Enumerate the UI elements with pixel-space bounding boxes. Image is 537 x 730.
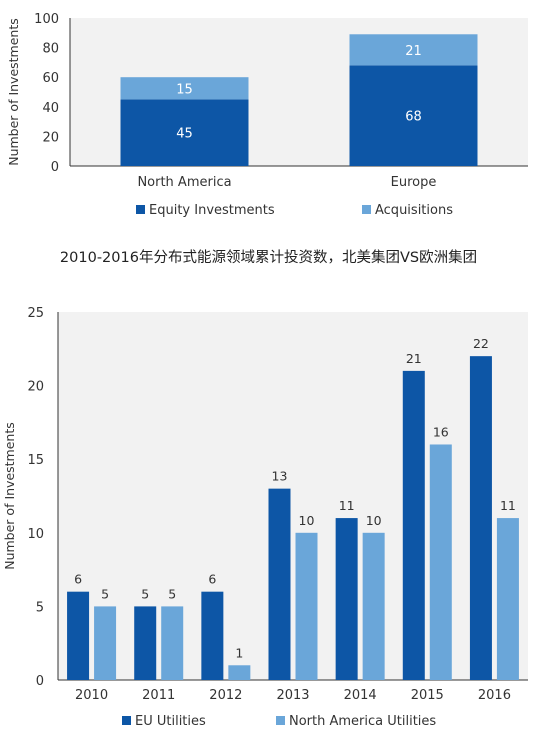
data-label: 5 xyxy=(168,586,176,601)
data-label: 13 xyxy=(272,469,288,484)
y-tick-label: 15 xyxy=(27,453,44,468)
y-tick-label: 20 xyxy=(42,130,59,145)
data-label: 6 xyxy=(74,572,82,587)
bar-eu-utilities xyxy=(269,489,291,680)
data-label: 45 xyxy=(176,127,193,142)
data-label: 21 xyxy=(406,351,422,366)
x-tick-label: 2016 xyxy=(478,688,511,703)
bar-eu-utilities xyxy=(470,356,492,680)
legend-swatch xyxy=(122,716,131,725)
bar-eu-utilities xyxy=(67,592,89,680)
data-label: 5 xyxy=(141,586,149,601)
y-axis-label: Number of Investments xyxy=(6,18,21,166)
y-tick-label: 100 xyxy=(34,12,59,27)
x-tick-label: 2013 xyxy=(276,688,309,703)
chart-title: 2010-2016年分布式能源领域累计投资数，北美集团VS欧洲集团 xyxy=(0,246,537,267)
bar-north-america-utilities xyxy=(363,533,385,680)
x-tick-label: 2010 xyxy=(75,688,108,703)
y-tick-label: 10 xyxy=(27,527,44,542)
data-label: 11 xyxy=(339,498,355,513)
legend-swatch xyxy=(276,716,285,725)
data-label: 68 xyxy=(405,110,422,125)
data-label: 10 xyxy=(366,513,382,528)
bar-eu-utilities xyxy=(134,606,156,680)
x-tick-label: North America xyxy=(137,175,231,190)
y-tick-label: 60 xyxy=(42,71,59,86)
bar-eu-utilities xyxy=(201,592,223,680)
y-tick-label: 25 xyxy=(27,306,44,321)
bar-eu-utilities xyxy=(403,371,425,680)
data-label: 5 xyxy=(101,586,109,601)
data-label: 15 xyxy=(176,82,193,97)
data-label: 22 xyxy=(473,336,489,351)
bar-north-america-utilities xyxy=(161,606,183,680)
bar-north-america-utilities xyxy=(430,444,452,680)
bar-eu-utilities xyxy=(336,518,358,680)
y-tick-label: 40 xyxy=(42,101,59,116)
data-label: 11 xyxy=(500,498,516,513)
y-tick-label: 0 xyxy=(36,674,44,689)
legend-label: Equity Investments xyxy=(149,203,275,218)
x-tick-label: 2012 xyxy=(209,688,242,703)
x-tick-label: 2015 xyxy=(411,688,444,703)
data-label: 21 xyxy=(405,44,422,59)
y-tick-label: 5 xyxy=(36,600,44,615)
plot-area xyxy=(58,312,528,680)
legend-label: EU Utilities xyxy=(135,714,206,729)
data-label: 6 xyxy=(208,572,216,587)
y-axis-label: Number of Investments xyxy=(2,422,17,570)
data-label: 16 xyxy=(433,424,449,439)
legend-label: North America Utilities xyxy=(289,714,436,729)
stacked-bar-chart: 0 20 40 60 80 100 Number of Investments 45 15 Nor… xyxy=(0,0,537,240)
legend-swatch xyxy=(136,205,145,214)
x-tick-label: Europe xyxy=(391,175,437,190)
data-label: 10 xyxy=(299,513,315,528)
grouped-bar-chart: 0 5 10 15 20 25 Number of Investments 6 5 2010 5 5 2… xyxy=(0,295,537,730)
y-tick-label: 0 xyxy=(51,160,59,175)
x-tick-label: 2014 xyxy=(344,688,377,703)
bar-north-america-utilities xyxy=(94,606,116,680)
x-tick-label: 2011 xyxy=(142,688,175,703)
legend-swatch xyxy=(362,205,371,214)
bar-north-america-utilities xyxy=(497,518,519,680)
data-label: 1 xyxy=(235,645,243,660)
y-tick-label: 20 xyxy=(27,380,44,395)
bar-north-america-utilities xyxy=(228,665,250,680)
bar-north-america-utilities xyxy=(296,533,318,680)
y-tick-label: 80 xyxy=(42,42,59,57)
legend-label: Acquisitions xyxy=(375,203,453,218)
